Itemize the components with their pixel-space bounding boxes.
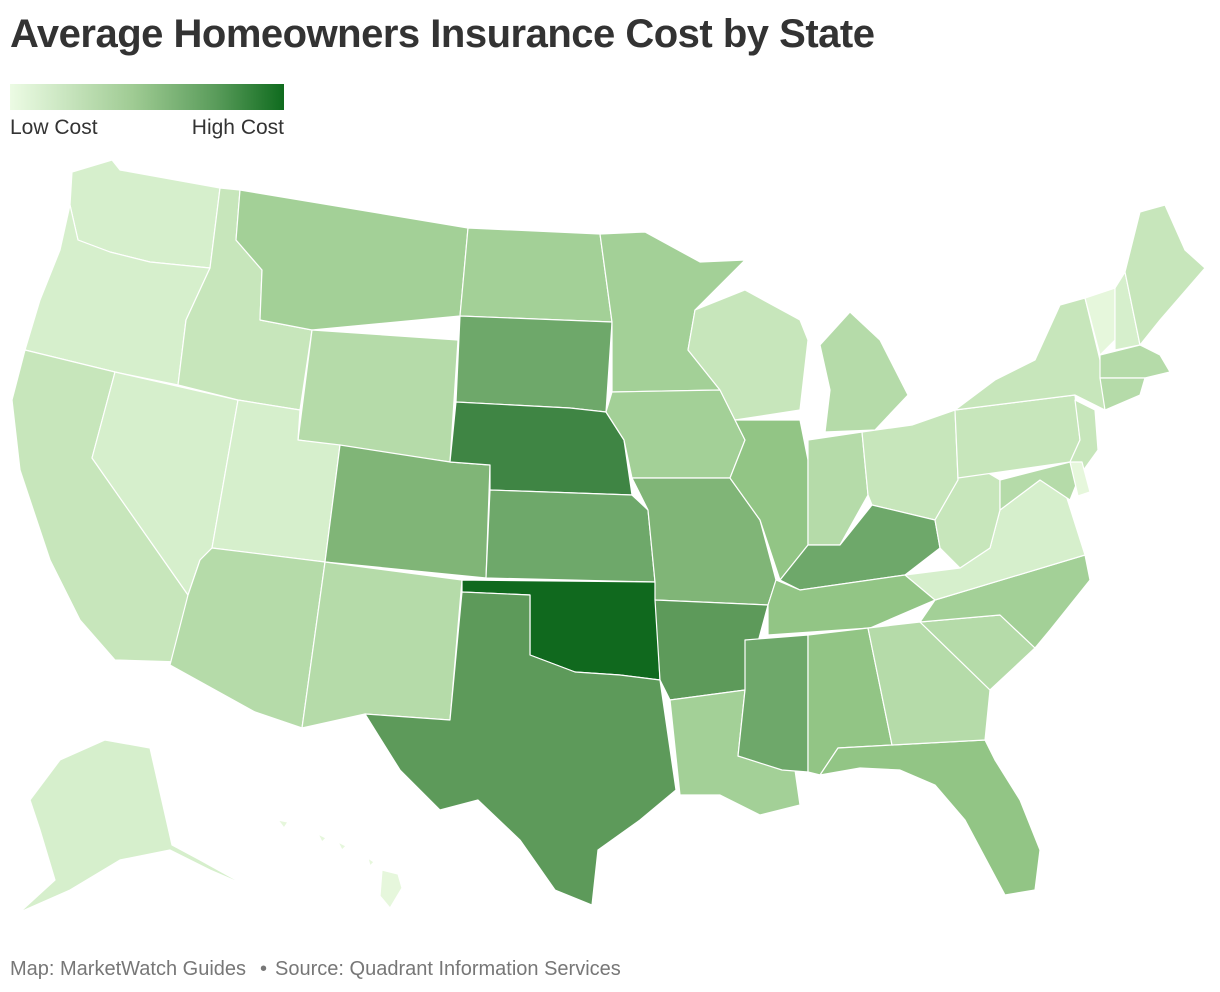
state-georgia[interactable]	[867, 621, 991, 746]
state-wyoming[interactable]	[297, 329, 459, 463]
state-colorado[interactable]	[324, 444, 491, 579]
state-north-carolina[interactable]	[919, 554, 1091, 649]
state-florida[interactable]	[819, 739, 1041, 896]
state-kansas[interactable]	[485, 489, 656, 583]
state-south-dakota[interactable]	[455, 315, 613, 413]
legend-high-label: High Cost	[191, 116, 284, 139]
state-texas[interactable]	[364, 591, 677, 906]
us-choropleth-map	[11, 159, 1206, 913]
color-legend: Low Cost High Cost	[10, 84, 284, 140]
state-delaware[interactable]	[1069, 461, 1091, 497]
source-credit: Source: Quadrant Information Services	[275, 958, 621, 980]
state-maine[interactable]	[1124, 204, 1206, 346]
footer-credits: Map: MarketWatch Guides • Source: Quadrant…	[10, 958, 621, 981]
state-new-mexico[interactable]	[301, 561, 463, 729]
state-north-dakota[interactable]	[459, 227, 613, 323]
map-title: Average Homeowners Insurance Cost by Sta…	[10, 12, 875, 56]
state-montana[interactable]	[235, 189, 469, 331]
map-credit: Map: MarketWatch Guides	[10, 958, 247, 980]
state-massachusetts[interactable]	[1099, 344, 1171, 379]
state-wisconsin[interactable]	[687, 289, 809, 421]
state-indiana[interactable]	[807, 431, 869, 546]
state-hawaii[interactable]	[277, 819, 403, 909]
footer-separator: •	[260, 958, 268, 980]
state-mississippi[interactable]	[737, 634, 809, 773]
state-new-york[interactable]	[954, 297, 1106, 411]
legend-gradient-bar	[10, 84, 284, 110]
state-alaska[interactable]	[19, 739, 246, 913]
state-connecticut[interactable]	[1099, 377, 1146, 411]
legend-low-label: Low Cost	[10, 116, 98, 139]
state-michigan[interactable]	[819, 311, 909, 433]
